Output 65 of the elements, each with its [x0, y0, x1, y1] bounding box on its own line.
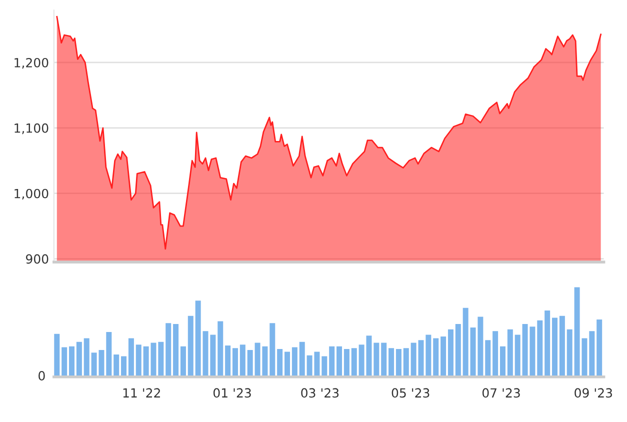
- bar: [84, 338, 90, 377]
- bar: [544, 310, 550, 377]
- bar: [433, 338, 439, 377]
- bar: [240, 344, 246, 377]
- bar: [344, 349, 350, 377]
- bar: [114, 354, 120, 377]
- y-tick-label: 1,000: [14, 188, 48, 200]
- x-tick-label: 09 '23: [574, 388, 612, 398]
- bar: [388, 348, 394, 377]
- bar: [62, 347, 68, 377]
- bar: [277, 349, 283, 377]
- x-tick-label: 11 '22: [123, 388, 160, 398]
- bar: [247, 350, 253, 377]
- bar: [195, 300, 201, 377]
- x-tick-label: 05 '23: [392, 388, 430, 398]
- bar: [299, 342, 305, 377]
- bar: [232, 348, 238, 377]
- bar: [381, 342, 387, 377]
- bar: [166, 323, 172, 377]
- bar: [396, 349, 402, 377]
- bar: [500, 346, 506, 377]
- bar: [589, 331, 595, 377]
- bar: [106, 332, 112, 377]
- bar: [351, 348, 357, 377]
- bar: [448, 329, 454, 377]
- text: 0: [38, 371, 45, 380]
- y-tick-label: 1,200: [14, 58, 48, 69]
- bar: [329, 346, 335, 377]
- x-tick-label: 01 '23: [213, 388, 251, 398]
- x-tick-label: 07 '23: [482, 388, 520, 398]
- bar: [455, 324, 461, 377]
- bar: [552, 318, 558, 377]
- bar: [173, 324, 179, 377]
- bar: [180, 346, 186, 377]
- bar: [374, 342, 380, 377]
- bar: [292, 347, 298, 377]
- bar: [76, 342, 82, 377]
- y-tick-label: 1,100: [14, 123, 48, 134]
- bar: [410, 342, 416, 377]
- bar: [559, 316, 565, 377]
- bar: [270, 323, 276, 377]
- y-tick-label: 900: [26, 254, 48, 264]
- bar: [403, 348, 409, 377]
- bar: [225, 345, 231, 377]
- bar: [485, 340, 491, 377]
- bar: [121, 356, 127, 377]
- bar: [462, 308, 468, 377]
- bar: [440, 336, 446, 377]
- bar: [596, 319, 602, 377]
- bar: [284, 352, 290, 377]
- bar: [537, 320, 543, 377]
- bar: [136, 344, 142, 377]
- bar: [69, 346, 75, 377]
- bar: [188, 316, 194, 377]
- bar: [322, 356, 328, 377]
- bar: [566, 329, 572, 377]
- x-tick-label: 03 '23: [301, 388, 339, 398]
- bar: [218, 321, 224, 377]
- bar: [54, 334, 60, 377]
- bar: [336, 346, 342, 377]
- bar: [507, 329, 513, 377]
- bar: [128, 338, 134, 377]
- bar: [158, 342, 164, 377]
- bar: [492, 331, 498, 377]
- bar: [514, 334, 520, 377]
